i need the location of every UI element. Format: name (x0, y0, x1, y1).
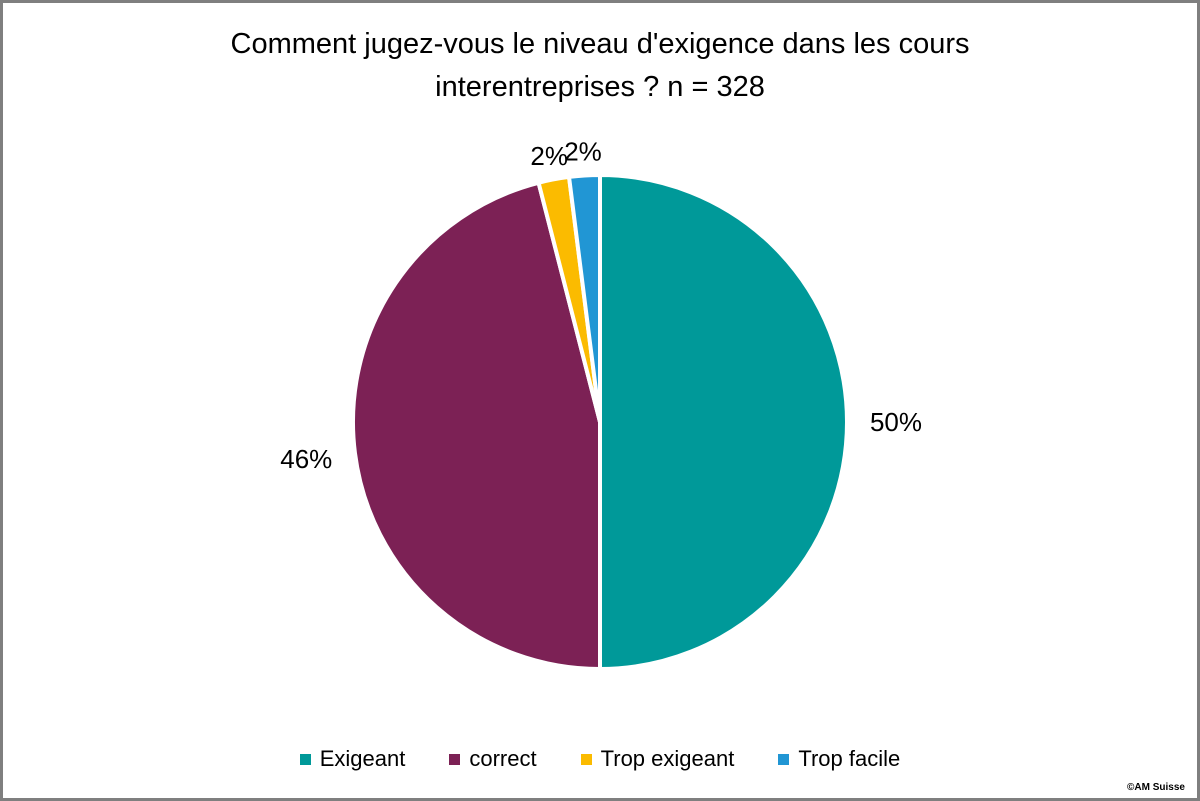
legend-marker-icon (299, 753, 311, 765)
slice-percent-label: 2% (564, 137, 602, 167)
legend-marker-icon (778, 753, 790, 765)
pie-chart: 50% 46% 2%2% (280, 137, 922, 671)
slice-percent-label: 46% (280, 444, 332, 474)
pie-slice-exigeant (598, 173, 849, 671)
legend-item-trop-facile: Trop facile (778, 746, 900, 772)
legend-item-exigeant: Exigeant (299, 746, 406, 772)
pie-slice-trop-facile (567, 173, 602, 424)
legend-label: correct (469, 746, 537, 771)
legend-item-correct: correct (449, 746, 537, 772)
legend-marker-icon (580, 753, 592, 765)
legend-item-trop-exigeant: Trop exigeant (580, 746, 735, 772)
legend: Exigeant correct Trop exigeant Trop facile (3, 746, 1197, 772)
legend-label: Trop exigeant (600, 746, 735, 771)
legend-marker-icon (449, 753, 461, 765)
legend-label: Exigeant (319, 746, 406, 771)
chart-title: Comment jugez-vous le niveau d'exigence … (230, 28, 970, 103)
slice-percent-label: 50% (870, 407, 922, 437)
pie-slice-correct (351, 180, 602, 671)
legend-label: Trop facile (798, 746, 901, 771)
slice-percent-label: 2% (530, 141, 568, 171)
copyright-label: ©AM Suisse (1127, 782, 1185, 793)
